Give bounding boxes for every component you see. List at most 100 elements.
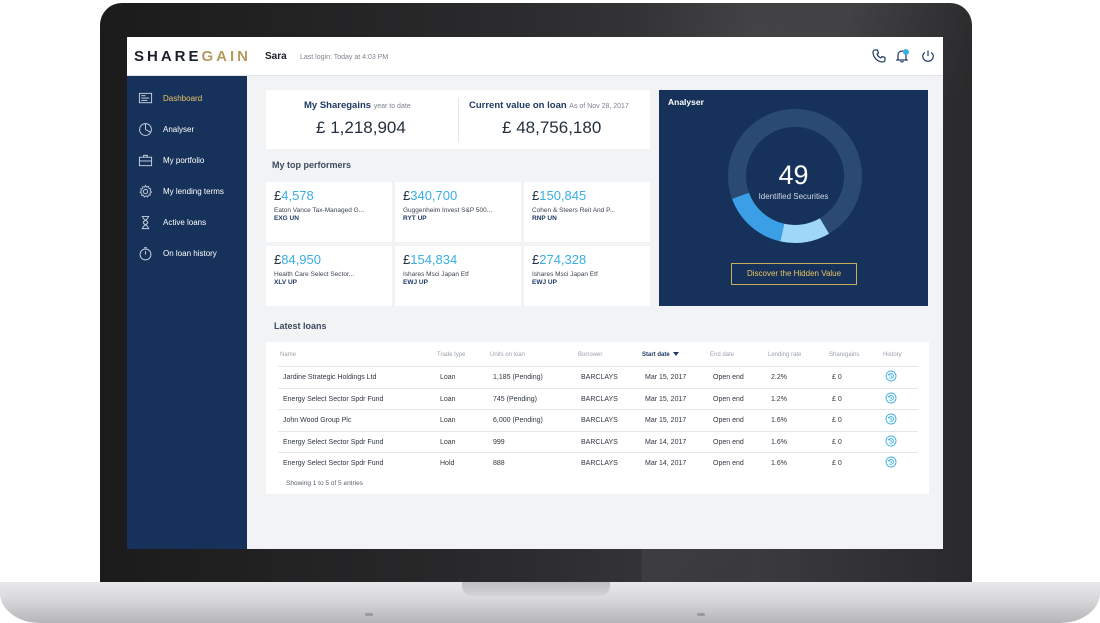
loan-sharegains: £ 0 [832, 395, 842, 403]
column-header-trade-type[interactable]: Trade type [437, 352, 466, 358]
sharegain-logo[interactable]: SHAREGAIN [134, 48, 251, 65]
discover-hidden-value-button[interactable]: Discover the Hidden Value [731, 263, 857, 285]
loan-trade-type: Loan [440, 395, 456, 403]
performer-card[interactable]: £84,950 Health Care Select Sector... XLV… [266, 246, 392, 306]
loan-start-date: Mar 15, 2017 [645, 395, 687, 403]
sharegains-sub-text: year to date [373, 103, 411, 110]
loan-borrower: BARCLAYS [581, 395, 618, 403]
performer-ticker: EWJ UP [403, 279, 428, 286]
history-icon[interactable] [885, 413, 897, 425]
sidebar-item-dashboard[interactable]: Dashboard [127, 90, 247, 110]
performer-card[interactable]: £150,845 Cohen & Steers Reit And P... RN… [524, 182, 650, 242]
table-row[interactable]: Energy Select Sector Spdr Fund Loan 745 (P… [278, 387, 918, 409]
table-row[interactable]: Energy Select Sector Spdr Fund Loan 999 BAR… [278, 430, 918, 452]
last-login-text: Last login: Today at 4:03 PM [300, 54, 389, 61]
stopwatch-icon [139, 247, 152, 261]
column-header-history[interactable]: History [883, 352, 902, 358]
loan-borrower: BARCLAYS [581, 374, 618, 381]
sidebar: Dashboard Analyser My portfolio My lendi… [127, 76, 247, 549]
performer-amount: 340,700 [410, 188, 458, 203]
sidebar-item-label: My portfolio [163, 156, 205, 165]
performer-ticker: EXG UN [274, 215, 299, 222]
sidebar-item-label: Analyser [163, 125, 195, 134]
dashboard-icon [138, 92, 153, 104]
column-header-start-date[interactable]: Start date [642, 352, 680, 358]
table-row[interactable]: Jardine Strategic Holdings Ltd Loan 1,185 … [278, 366, 918, 387]
sidebar-item-my-lending-terms[interactable]: My lending terms [127, 183, 247, 203]
performer-ticker: XLV UP [274, 279, 297, 286]
loan-end-date: Open end [713, 374, 744, 381]
column-header-end-date[interactable]: End date [710, 352, 735, 358]
performer-name: Guggenheim Invest S&P 500... [403, 207, 493, 214]
power-icon[interactable] [920, 48, 936, 64]
loan-borrower: BARCLAYS [581, 438, 618, 446]
sidebar-item-on-loan-history[interactable]: On loan history [127, 245, 247, 265]
column-header-name[interactable]: Name [280, 352, 297, 358]
sidebar-item-my-portfolio[interactable]: My portfolio [127, 152, 247, 172]
currency-symbol: £ [403, 188, 411, 203]
phone-icon[interactable] [871, 48, 887, 64]
sidebar-item-analyser[interactable]: Analyser [127, 121, 247, 141]
history-icon[interactable] [885, 370, 897, 382]
performer-card[interactable]: £274,328 Ishares Msci Japan Etf EWJ UP [524, 246, 650, 306]
column-header-lending-rate[interactable]: Lending rate [768, 352, 802, 358]
loan-start-date: Mar 14, 2017 [645, 438, 687, 446]
currency-symbol: £ [502, 118, 512, 137]
loan-start-date: Mar 14, 2017 [645, 460, 687, 467]
performer-value: £154,834 [403, 252, 457, 267]
app-screen: SHAREGAIN Sara Last login: Today at 4:03… [127, 37, 943, 549]
laptop-foot [365, 613, 373, 616]
currency-symbol: £ [403, 252, 411, 267]
on-loan-sub-text: As of Nov 28, 2017 [569, 103, 629, 110]
gear-icon [139, 184, 153, 198]
currency-symbol: £ [274, 188, 282, 203]
sort-down-icon [673, 352, 680, 357]
analyser-title: Analyser [668, 97, 704, 107]
loan-lending-rate: 2.2% [771, 374, 787, 381]
performer-card[interactable]: £4,578 Eaton Vance Tax-Managed G... EXG … [266, 182, 392, 242]
column-header-borrower[interactable]: Borrower [578, 352, 603, 358]
loan-trade-type: Hold [440, 460, 455, 467]
table-row[interactable]: John Wood Group Plc Loan 6,000 (Pending) BA… [278, 409, 918, 430]
briefcase-icon [138, 154, 153, 167]
loan-name: Energy Select Sector Spdr Fund [283, 438, 384, 446]
on-loan-label-text: Current value on loan [469, 100, 567, 111]
performer-card[interactable]: £340,700 Guggenheim Invest S&P 500... RY… [395, 182, 521, 242]
loan-lending-rate: 1.6% [771, 417, 787, 424]
logo-share-text: SHARE [134, 48, 202, 65]
currency-symbol: £ [532, 252, 540, 267]
performer-amount: 154,834 [410, 252, 458, 267]
performer-ticker: RYT UP [403, 215, 427, 222]
table-row[interactable]: Energy Select Sector Spdr Fund Hold 888 BAR… [278, 452, 918, 473]
performer-name: Health Care Select Sector... [274, 271, 355, 278]
performer-ticker: RNP UN [532, 215, 557, 222]
history-icon[interactable] [885, 456, 897, 468]
column-header-units-on-loan[interactable]: Units on loan [490, 352, 526, 358]
history-icon[interactable] [885, 392, 897, 404]
column-header-sharegains[interactable]: Sharegains [829, 352, 860, 358]
notification-bell-icon[interactable] [894, 48, 910, 64]
analyser-panel: Analyser 49 Identified Securities Discov… [659, 90, 928, 306]
performer-value: £274,328 [532, 252, 586, 267]
sidebar-item-label: On loan history [163, 249, 217, 258]
laptop-foot [697, 613, 705, 616]
sharegains-label: My Sharegains year to date [304, 100, 411, 111]
loan-borrower: BARCLAYS [581, 460, 618, 467]
logo-gain-text: GAIN [201, 48, 252, 65]
loan-trade-type: Loan [440, 417, 456, 424]
user-name: Sara [265, 51, 287, 62]
loan-borrower: BARCLAYS [581, 417, 618, 424]
loan-sharegains: £ 0 [832, 374, 842, 381]
sidebar-item-label: Active loans [163, 218, 207, 227]
performer-card[interactable]: £154,834 Ishares Msci Japan Etf EWJ UP [395, 246, 521, 306]
on-loan-amount: 48,756,180 [516, 118, 602, 137]
sidebar-item-active-loans[interactable]: Active loans [127, 214, 247, 234]
sharegains-label-text: My Sharegains [304, 100, 372, 111]
history-icon[interactable] [885, 435, 897, 447]
loan-trade-type: Loan [440, 438, 456, 446]
performer-amount: 274,328 [539, 252, 587, 267]
donut-segment-1 [728, 109, 862, 243]
loan-lending-rate: 1.6% [771, 460, 787, 467]
loan-units: 745 (Pending) [493, 395, 537, 403]
latest-loans-table: Name Trade type Units on loan Borrower S… [266, 342, 929, 494]
